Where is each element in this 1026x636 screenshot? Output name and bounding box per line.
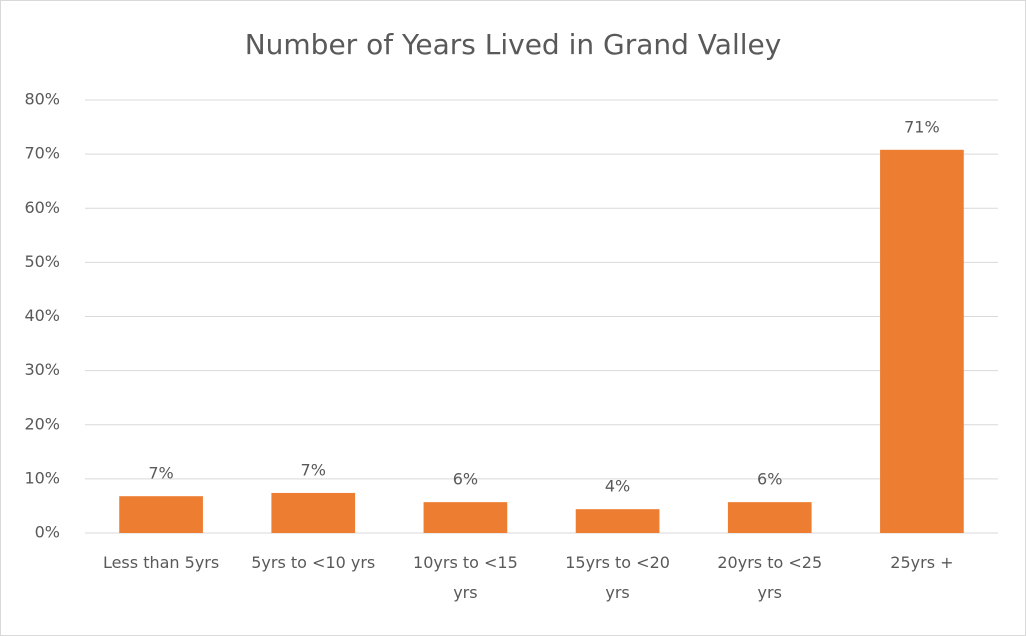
data-label: 7%: [148, 464, 173, 483]
bar: [119, 496, 203, 533]
y-tick-label: 50%: [24, 252, 60, 271]
y-tick-label: 0%: [35, 523, 60, 542]
data-label: 6%: [453, 470, 478, 489]
data-label: 4%: [605, 477, 630, 496]
data-label: 71%: [904, 117, 940, 136]
bar: [880, 149, 964, 534]
y-tick-label: 70%: [24, 144, 60, 163]
x-tick-label: 20yrs to <25 yrs: [717, 553, 823, 602]
data-label: 6%: [757, 470, 782, 489]
y-tick-label: 80%: [24, 90, 60, 109]
y-tick-label: 30%: [24, 360, 60, 379]
x-tick-label: Less than 5yrs: [102, 553, 220, 572]
y-tick-label: 40%: [24, 306, 60, 325]
chart-title: Number of Years Lived in Grand Valley: [245, 28, 782, 61]
y-tick-label: 60%: [24, 198, 60, 217]
bar: [575, 509, 660, 533]
data-label: 7%: [301, 460, 326, 479]
x-tick-label: 5yrs to <10 yrs: [251, 553, 376, 572]
bar: [423, 502, 508, 533]
x-tick-label: 15yrs to <20 yrs: [565, 553, 670, 602]
bar: [727, 502, 812, 533]
bar: [271, 492, 356, 533]
x-tick-label: 10yrs to <15 yrs: [413, 553, 518, 602]
x-tick-label: 25yrs +: [890, 553, 954, 572]
y-tick-label: 20%: [24, 414, 60, 433]
y-tick-label: 10%: [24, 468, 60, 487]
